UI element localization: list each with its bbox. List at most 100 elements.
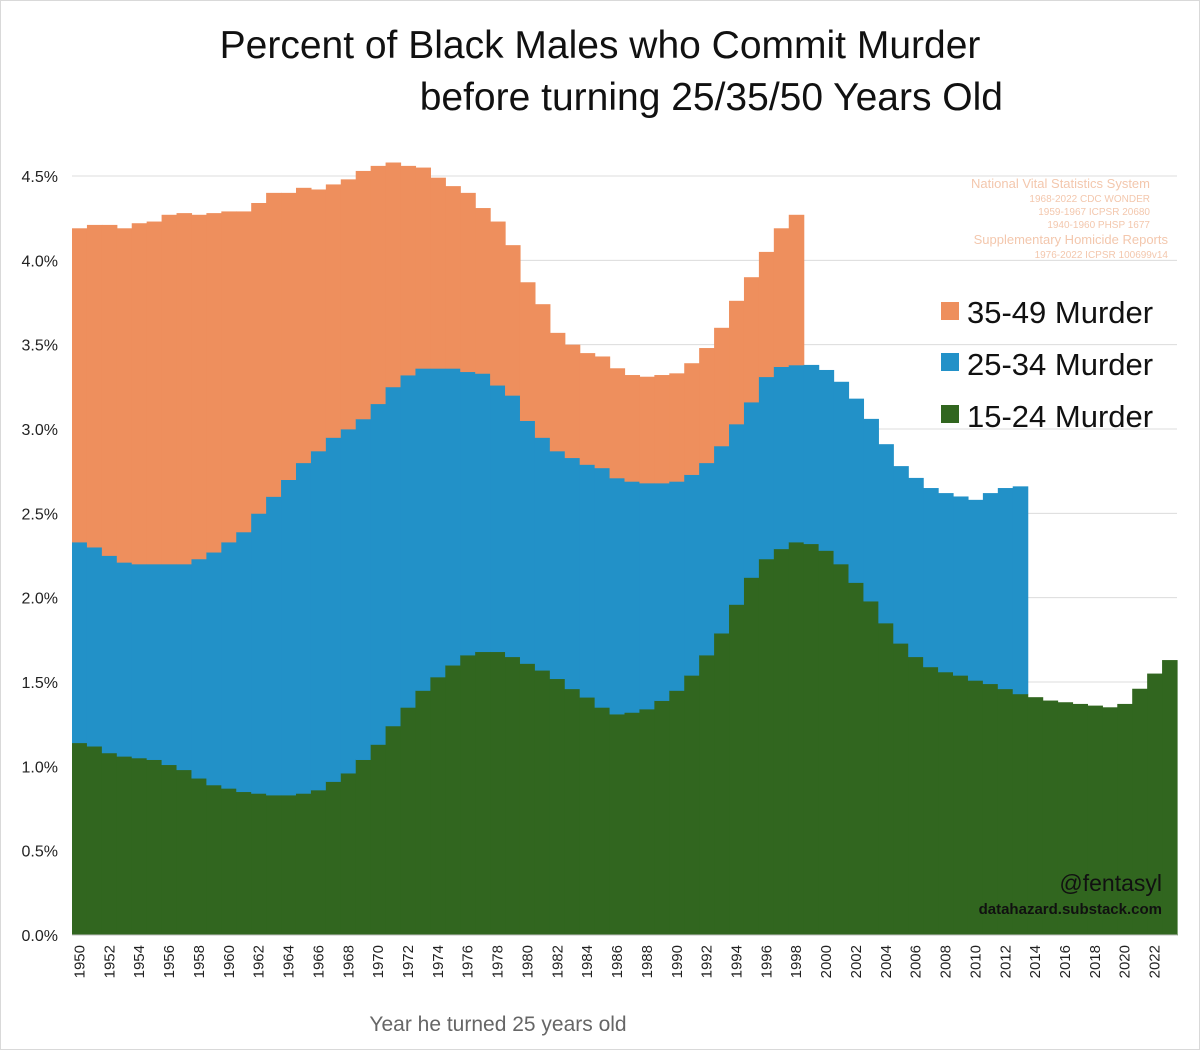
- bar-15-24-murder: [743, 577, 760, 936]
- bar-15-24-murder: [251, 793, 267, 936]
- bar-25-34-murder: [206, 552, 222, 786]
- bar-15-24-murder: [609, 714, 626, 936]
- x-tick-label: 1998: [788, 945, 805, 978]
- x-tick-label: 1962: [251, 945, 268, 978]
- bar-15-24-murder: [295, 793, 312, 936]
- bar-25-34-murder: [161, 563, 178, 766]
- bar-35-49-murder: [534, 304, 551, 438]
- bar-15-24-murder: [923, 666, 939, 936]
- source-line-2: 1968-2022 CDC WONDER: [1029, 194, 1150, 205]
- bar-25-34-murder: [639, 482, 655, 710]
- bar-25-34-murder: [594, 467, 611, 708]
- bar-35-49-murder: [295, 187, 312, 464]
- bar-35-49-murder: [206, 213, 222, 553]
- bar-15-24-murder: [191, 778, 207, 936]
- bar-25-34-murder: [967, 499, 984, 681]
- credit-site: datahazard.substack.com: [979, 901, 1162, 918]
- bar-35-49-murder: [325, 184, 342, 438]
- legend-label-25-34: 25-34 Murder: [967, 347, 1153, 382]
- bar-15-24-murder: [773, 548, 790, 936]
- bar-25-34-murder: [893, 466, 909, 644]
- bar-15-24-murder: [161, 764, 178, 936]
- bar-25-34-murder: [997, 488, 1014, 690]
- bar-25-34-murder: [430, 368, 446, 678]
- bar-25-34-murder: [699, 462, 715, 656]
- bar-15-24-murder: [1042, 700, 1059, 936]
- credit-handle: @fentasyl: [1059, 870, 1162, 896]
- legend-swatch-15-24: [941, 405, 959, 423]
- y-tick-label: 4.0%: [22, 253, 58, 270]
- bar-15-24-murder: [281, 795, 297, 936]
- bar-15-24-murder: [266, 795, 282, 936]
- bar-25-34-murder: [908, 477, 924, 658]
- source-notes: National Vital Statistics System 1968-20…: [971, 176, 1168, 261]
- bar-25-34-murder: [654, 482, 670, 701]
- bar-35-49-murder: [549, 332, 566, 452]
- bar-35-49-murder: [400, 165, 417, 376]
- x-axis: 1950 1952 1954 1956 1958 1960 1962 1964 1966 1968…: [72, 934, 1177, 978]
- bar-35-49-murder: [266, 192, 282, 497]
- bar-25-34-murder: [549, 450, 566, 680]
- x-tick-label: 2014: [1027, 945, 1044, 978]
- bar-25-34-murder: [191, 558, 207, 779]
- bar-25-34-murder: [236, 531, 252, 793]
- bar-15-24-murder: [938, 671, 954, 936]
- bar-15-24-murder: [833, 563, 850, 936]
- bar-15-24-murder: [505, 656, 521, 936]
- bar-35-49-murder: [86, 224, 103, 548]
- bar-15-24-murder: [549, 678, 566, 936]
- bar-35-49-murder: [699, 348, 715, 464]
- x-tick-label: 1964: [281, 945, 298, 978]
- x-axis-label: Year he turned 25 years old: [369, 1013, 626, 1036]
- bar-35-49-murder: [460, 192, 476, 373]
- x-tick-label: 2016: [1057, 945, 1074, 978]
- bar-15-24-murder: [1012, 693, 1029, 936]
- bar-15-24-murder: [1162, 660, 1178, 936]
- x-tick-label: 1986: [609, 945, 626, 978]
- bar-25-34-murder: [101, 555, 118, 754]
- bar-35-49-murder: [654, 375, 670, 484]
- bar-25-34-murder: [669, 481, 685, 691]
- bar-25-34-murder: [146, 563, 163, 760]
- bar-35-49-murder: [340, 179, 357, 430]
- bar-15-24-murder: [953, 675, 969, 936]
- bar-15-24-murder: [131, 757, 148, 936]
- x-tick-label: 1988: [639, 945, 656, 978]
- chart-title-line-2: before turning 25/35/50 Years Old: [420, 76, 1003, 119]
- x-tick-label: 1992: [699, 945, 716, 978]
- bar-15-24-murder: [1147, 673, 1163, 936]
- x-tick-label: 1960: [221, 945, 238, 978]
- bar-25-34-murder: [818, 369, 835, 551]
- bar-25-34-murder: [176, 563, 193, 771]
- x-tick-label: 1968: [340, 945, 357, 978]
- bar-35-49-murder: [490, 221, 506, 386]
- bar-15-24-murder: [415, 690, 431, 936]
- x-tick-label: 2010: [967, 945, 984, 978]
- bar-15-24-murder: [579, 697, 596, 936]
- bar-25-34-murder: [743, 402, 760, 578]
- bar-15-24-murder: [669, 690, 685, 936]
- y-tick-label: 2.5%: [22, 506, 58, 523]
- y-tick-label: 0.0%: [22, 928, 58, 945]
- bar-15-24-murder: [101, 752, 118, 936]
- bar-25-34-murder: [221, 542, 237, 789]
- bar-15-24-murder: [475, 651, 491, 936]
- bar-35-49-murder: [475, 208, 491, 374]
- bar-35-49-murder: [101, 224, 118, 556]
- bar-15-24-murder: [893, 643, 909, 936]
- bar-25-34-murder: [684, 474, 700, 676]
- y-tick-label: 2.0%: [22, 591, 58, 608]
- bar-35-49-murder: [385, 162, 402, 388]
- bar-15-24-murder: [310, 789, 327, 936]
- bar-35-49-murder: [72, 228, 88, 543]
- bar-25-34-murder: [445, 368, 461, 666]
- bar-15-24-murder: [1087, 705, 1103, 936]
- bar-15-24-murder: [490, 651, 506, 936]
- bar-25-34-murder: [131, 563, 148, 759]
- bar-25-34-murder: [564, 457, 581, 690]
- source-line-1: National Vital Statistics System: [971, 176, 1150, 191]
- bar-25-34-murder: [295, 462, 312, 794]
- bar-25-34-murder: [490, 385, 506, 653]
- bar-15-24-murder: [370, 744, 387, 936]
